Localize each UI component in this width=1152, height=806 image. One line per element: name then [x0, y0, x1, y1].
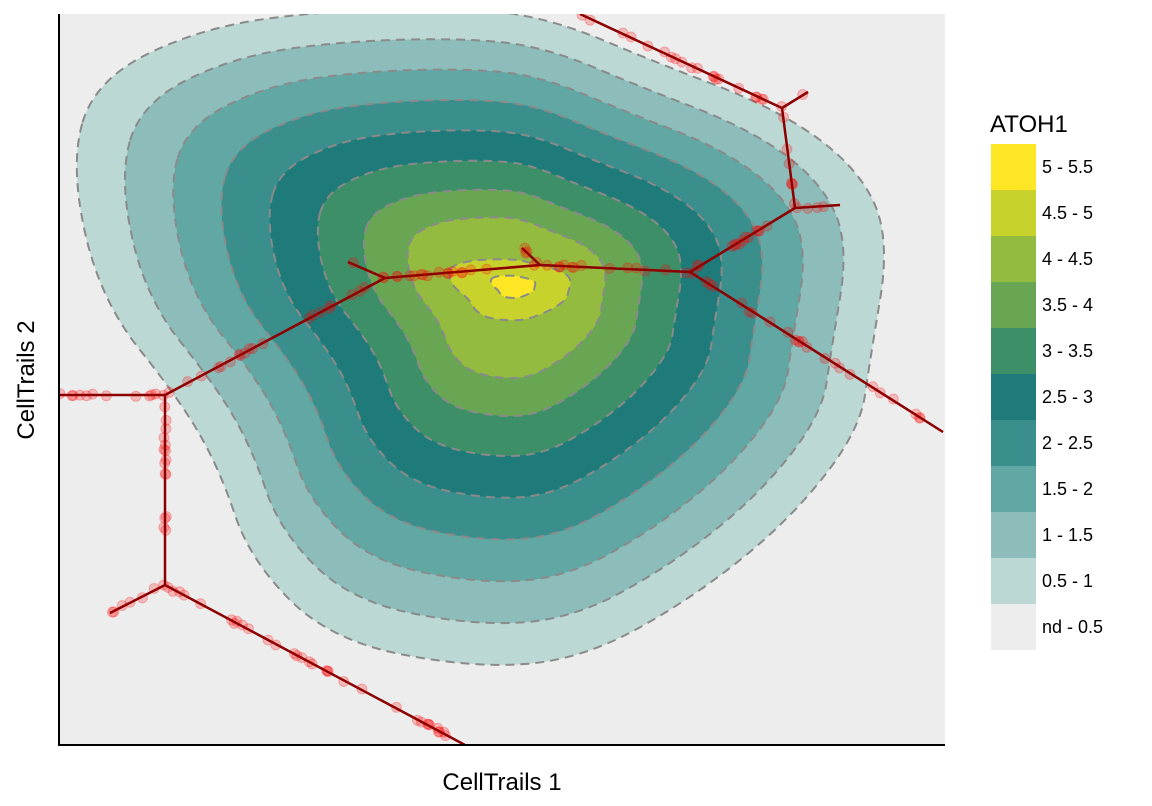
- cell-point: [158, 444, 170, 455]
- legend-label: 3 - 3.5: [1042, 341, 1093, 361]
- legend-key: [991, 466, 1036, 512]
- cell-point: [130, 390, 142, 402]
- trail-edge-overlay: [164, 584, 466, 745]
- trail-edge-overlay: [164, 277, 386, 396]
- trail-edge-overlay: [794, 204, 841, 209]
- legend-label: 3.5 - 4: [1042, 295, 1093, 315]
- legend-key: [991, 374, 1036, 420]
- cell-point: [520, 247, 532, 259]
- cell-point: [622, 262, 634, 274]
- cell-point: [158, 432, 170, 444]
- x-axis-title: CellTrails 1: [442, 769, 561, 796]
- cell-point: [519, 242, 531, 254]
- legend-key: [991, 512, 1036, 558]
- trail-edge-overlay: [539, 264, 691, 273]
- trail-edge-overlay: [109, 584, 166, 614]
- cell-point: [160, 454, 172, 466]
- legend-label: 1 - 1.5: [1042, 525, 1093, 545]
- legend-key: [991, 328, 1036, 374]
- trail-edge-overlay: [521, 247, 541, 266]
- legend-key: [991, 420, 1036, 466]
- cell-point: [558, 259, 570, 271]
- legend-key: [991, 604, 1036, 650]
- cell-point: [158, 521, 170, 533]
- cell-point: [802, 202, 814, 214]
- trail-edge-overlay: [689, 207, 796, 273]
- trail-edge-overlay: [579, 14, 783, 109]
- y-axis-title: CellTrails 2: [13, 320, 40, 439]
- legend-label: 1.5 - 2: [1042, 479, 1093, 499]
- trail-edge-overlay: [781, 91, 809, 109]
- cell-point: [160, 511, 172, 523]
- cell-point: [160, 414, 172, 426]
- legend-label: 4.5 - 5: [1042, 203, 1093, 223]
- legend-label: 2.5 - 3: [1042, 387, 1093, 407]
- legend-key: [991, 144, 1036, 190]
- legend-label: nd - 0.5: [1042, 617, 1103, 637]
- legend-label: 0.5 - 1: [1042, 571, 1093, 591]
- trail-edge-overlay: [781, 107, 796, 209]
- trail-edge-overlay: [347, 261, 386, 279]
- contour-bands: [75, 14, 885, 666]
- contour-band: [489, 274, 537, 299]
- trail-edge-overlay: [689, 271, 944, 433]
- legend-key: [991, 236, 1036, 282]
- legend-key: [991, 558, 1036, 604]
- legend-label: 5 - 5.5: [1042, 157, 1093, 177]
- legend-label: 2 - 2.5: [1042, 433, 1093, 453]
- legend-key: [991, 282, 1036, 328]
- trail-edge-overlay: [384, 264, 541, 279]
- legend-label: 4 - 4.5: [1042, 249, 1093, 269]
- legend-key: [991, 190, 1036, 236]
- trajectory-graph: [59, 14, 944, 745]
- legend: ATOH1 5 - 5.5 4.5 - 5 4 - 4.5 3.5 - 4 3 - 3.…: [990, 111, 1103, 650]
- legend-title: ATOH1: [990, 111, 1068, 138]
